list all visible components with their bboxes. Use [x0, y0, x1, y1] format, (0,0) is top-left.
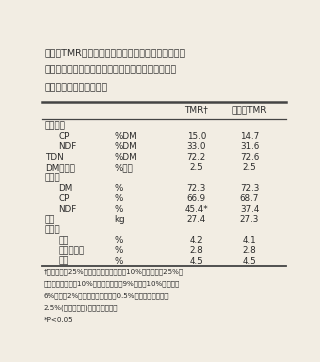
Text: %: % — [115, 236, 123, 245]
Text: 脂質: 脂質 — [59, 236, 69, 245]
Text: 6%、綿実2%、脂肪酸カルシウム0.5%およびミネラル類: 6%、綿実2%、脂肪酸カルシウム0.5%およびミネラル類 — [44, 292, 169, 299]
Text: CP: CP — [59, 194, 70, 203]
Text: DM: DM — [59, 184, 73, 193]
Text: 66.9: 66.9 — [187, 194, 206, 203]
Text: 4.5: 4.5 — [189, 257, 203, 266]
Text: 表３　TMR中のイネ科乾草を梢頭部サイレージで置: 表３ TMR中のイネ科乾草を梢頭部サイレージで置 — [45, 49, 186, 58]
Text: %: % — [115, 247, 123, 255]
Text: 乳糖: 乳糖 — [59, 257, 69, 266]
Text: 27.4: 27.4 — [187, 215, 206, 224]
Text: NDF: NDF — [59, 205, 77, 214]
Text: 化学組成: 化学組成 — [45, 122, 66, 131]
Text: 乳量: 乳量 — [45, 215, 55, 224]
Text: 72.2: 72.2 — [187, 153, 206, 162]
Text: 72.3: 72.3 — [240, 184, 259, 193]
Text: %DM: %DM — [115, 142, 137, 151]
Text: 37.4: 37.4 — [240, 205, 259, 214]
Text: TMR†: TMR† — [184, 105, 208, 114]
Text: 2.5: 2.5 — [189, 163, 203, 172]
Text: 27.3: 27.3 — [240, 215, 259, 224]
Text: 45.4*: 45.4* — [184, 205, 208, 214]
Text: 31.6: 31.6 — [240, 142, 259, 151]
Text: 消化率: 消化率 — [45, 174, 61, 182]
Text: 2.5%(乾物ベース)より構成される: 2.5%(乾物ベース)より構成される — [44, 304, 118, 311]
Text: 15.0: 15.0 — [187, 132, 206, 141]
Text: %: % — [115, 257, 123, 266]
Text: 2.8: 2.8 — [243, 247, 256, 255]
Text: 2.8: 2.8 — [189, 247, 203, 255]
Text: %: % — [115, 194, 123, 203]
Text: 14.7: 14.7 — [240, 132, 259, 141]
Text: 72.3: 72.3 — [187, 184, 206, 193]
Text: 68.7: 68.7 — [240, 194, 259, 203]
Text: %: % — [115, 205, 123, 214]
Text: TDN: TDN — [45, 153, 64, 162]
Text: 4.1: 4.1 — [243, 236, 256, 245]
Text: DM摂取量: DM摂取量 — [45, 163, 75, 172]
Text: 72.6: 72.6 — [240, 153, 259, 162]
Text: タンパク質: タンパク質 — [59, 247, 85, 255]
Text: %DM: %DM — [115, 153, 137, 162]
Text: %体重: %体重 — [115, 163, 133, 172]
Text: 4.5: 4.5 — [243, 257, 256, 266]
Text: †イネ科乾草25%、アルファルファ乾草10%、配合飼料25%、: †イネ科乾草25%、アルファルファ乾草10%、配合飼料25%、 — [44, 269, 184, 275]
Text: 量、消化率および乳生産: 量、消化率および乳生産 — [45, 83, 108, 92]
Text: 4.2: 4.2 — [189, 236, 203, 245]
Text: CP: CP — [59, 132, 70, 141]
Text: 乳成分: 乳成分 — [45, 226, 61, 235]
Text: 33.0: 33.0 — [187, 142, 206, 151]
Text: 梢頭部TMR: 梢頭部TMR — [232, 105, 267, 114]
Text: き換えた場合の化学組成、エネルギー価、乾物摂取: き換えた場合の化学組成、エネルギー価、乾物摂取 — [45, 66, 177, 75]
Text: %: % — [115, 184, 123, 193]
Text: %DM: %DM — [115, 132, 137, 141]
Text: NDF: NDF — [59, 142, 77, 151]
Text: *P<0.05: *P<0.05 — [44, 317, 73, 323]
Text: kg: kg — [115, 215, 125, 224]
Text: 圧扁トウモロコシ10%、ビートパルプ9%、大麦10%、大豆粕: 圧扁トウモロコシ10%、ビートパルプ9%、大麦10%、大豆粕 — [44, 281, 180, 287]
Text: 2.5: 2.5 — [243, 163, 256, 172]
